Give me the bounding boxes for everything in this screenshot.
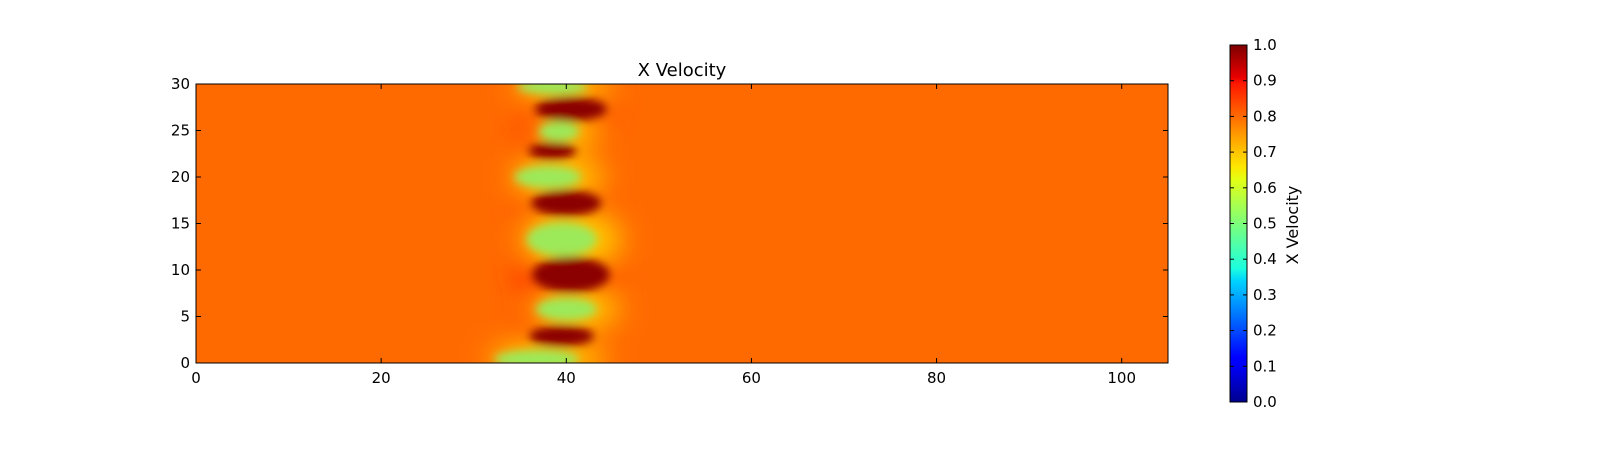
x-tick-label: 0 [191,369,201,387]
low-velocity-region [538,122,580,141]
y-tick-label: 30 [171,75,190,93]
colorbar: 0.0 0.1 0.2 0.3 0.4 0.5 0.6 0.7 0.8 0.9 1.0 X Velo… [1229,36,1302,411]
colorbar-tick-label: 0.5 [1253,215,1277,233]
x-tick-label: 60 [742,369,761,387]
colorbar-tick-label: 0.1 [1253,357,1277,375]
y-tick-label: 15 [171,215,190,233]
x-tick-label: 80 [927,369,946,387]
colorbar-tick-label: 0.8 [1253,107,1277,125]
colorbar-tick-label: 1.0 [1253,36,1277,54]
high-velocity-region [528,142,577,160]
chart-title: X Velocity [638,60,727,81]
low-velocity-region [514,165,582,189]
colorbar-tick-label: 0.0 [1253,393,1277,411]
y-tick-label: 5 [180,308,190,326]
low-velocity-region [526,222,597,257]
plot-area [196,84,1168,363]
x-axis: 0 20 40 60 80 100 [191,84,1136,387]
x-tick-label: 100 [1107,369,1136,387]
field-features [494,84,610,363]
colorbar-tick-label: 0.9 [1253,72,1277,90]
colorbar-tick-label: 0.6 [1253,179,1277,197]
high-velocity-region [531,190,602,217]
y-tick-label: 25 [171,122,190,140]
high-velocity-region [534,97,608,122]
y-tick-label: 0 [180,354,190,372]
high-velocity-region [532,256,610,293]
colorbar-label: X Velocity [1283,186,1302,265]
y-axis: 0 5 10 15 20 25 30 [171,75,1168,372]
x-tick-label: 40 [557,369,576,387]
x-tick-label: 20 [372,369,391,387]
high-velocity-region [529,325,595,347]
colorbar-tick-label: 0.4 [1253,250,1277,268]
colorbar-tick-label: 0.7 [1253,143,1277,161]
colorbar-tick-label: 0.2 [1253,322,1277,340]
low-velocity-region [535,297,597,321]
colorbar-tick-label: 0.3 [1253,286,1277,304]
low-velocity-region [494,349,580,363]
colorbar-ticks: 0.0 0.1 0.2 0.3 0.4 0.5 0.6 0.7 0.8 0.9 1.0 [1230,36,1277,411]
field-background [196,84,1168,363]
low-velocity-region [517,84,588,95]
y-tick-label: 10 [171,261,190,279]
y-tick-label: 20 [171,168,190,186]
